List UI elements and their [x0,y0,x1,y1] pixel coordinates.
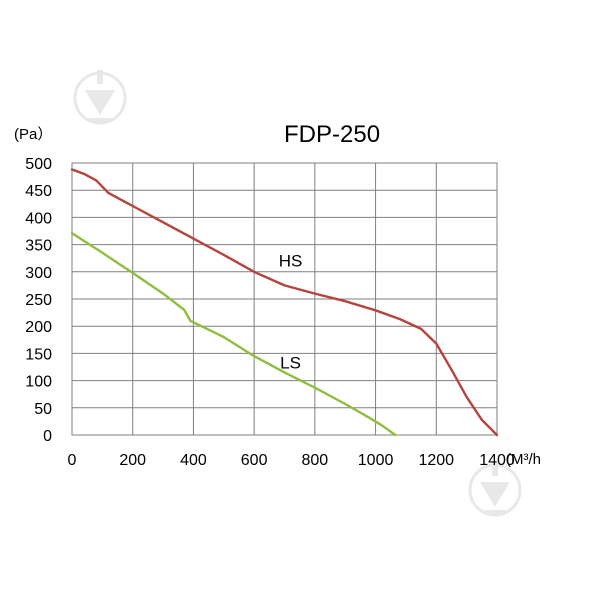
x-tick-label: 1400 [479,452,515,469]
x-tick-label: 200 [119,452,146,469]
watermark-logo-top [73,70,127,125]
x-tick-label: 600 [241,452,268,469]
x-axis-ticks: 0 200 400 600 800 1000 1200 1400 [68,452,515,469]
series-layer: HS LS [70,168,499,437]
y-tick-label: 400 [25,210,52,227]
x-tick-label: 1000 [358,452,394,469]
series-label-ls: LS [280,354,301,373]
y-tick-label: 450 [25,183,52,200]
chart-title: FDP-250 [284,121,380,148]
y-tick-label: 200 [25,319,52,336]
x-tick-label: 1200 [418,452,454,469]
series-label-hs: HS [279,251,303,270]
y-tick-label: 350 [25,238,52,255]
y-tick-label: 50 [34,401,52,418]
x-tick-label: 800 [302,452,329,469]
y-axis-unit-label: (Pa） [14,126,52,143]
x-tick-label: 0 [68,452,77,469]
watermark-logo-bottom [468,462,522,517]
y-tick-label: 150 [25,346,52,363]
series-line-ls [70,232,397,437]
grid-lines [71,162,498,436]
y-tick-label: 0 [43,428,52,445]
y-tick-label: 300 [25,265,52,282]
y-tick-label: 250 [25,292,52,309]
x-axis-unit-label: (M³/h [506,451,541,468]
y-tick-label: 100 [25,374,52,391]
x-tick-label: 400 [180,452,207,469]
series-line-hs [70,168,499,437]
y-tick-label: 500 [25,156,52,173]
plot-frame [71,162,498,436]
